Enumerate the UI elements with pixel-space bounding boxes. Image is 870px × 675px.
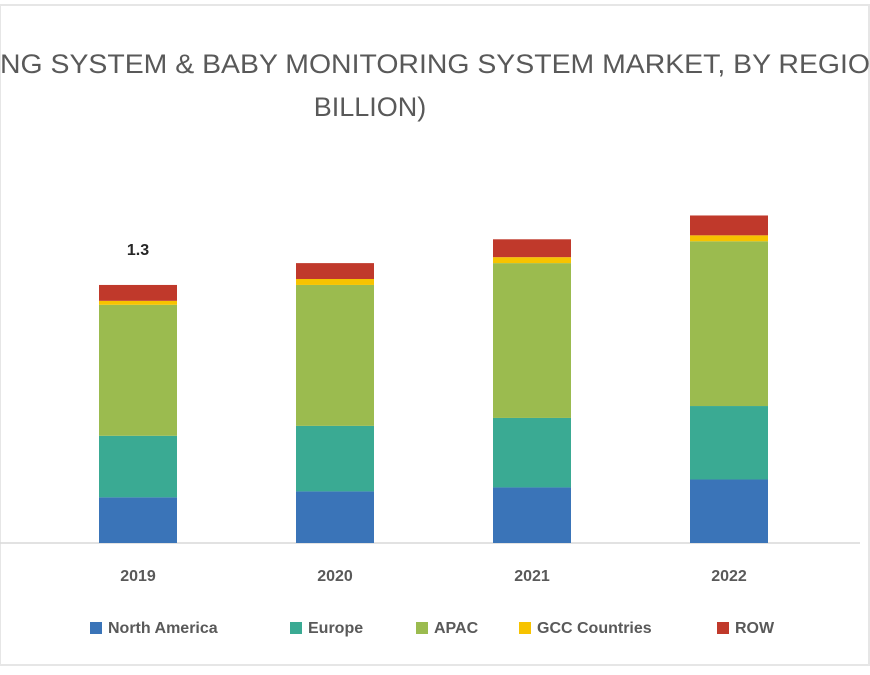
bar-segment	[296, 425, 374, 492]
chart-frame	[0, 4, 870, 666]
legend-label: Europe	[308, 620, 363, 637]
bar-segment	[690, 479, 768, 543]
bar-segment	[690, 241, 768, 407]
bar-segment	[296, 491, 374, 543]
legend-swatch	[90, 622, 102, 634]
x-tick-label: 2019	[120, 568, 156, 585]
legend-label: North America	[108, 620, 218, 637]
bar-segment	[296, 263, 374, 279]
x-tick-label: 2021	[514, 568, 550, 585]
bar-segment	[493, 417, 571, 488]
legend-label: ROW	[735, 620, 775, 637]
total-label: 1.3	[127, 242, 149, 259]
bar-segment	[690, 406, 768, 480]
bar-segment	[296, 284, 374, 426]
bar-segment	[493, 263, 571, 418]
bar-segment	[493, 257, 571, 264]
bar-segment	[296, 278, 374, 285]
bar-segment	[493, 487, 571, 543]
legend-swatch	[416, 622, 428, 634]
bar-segment	[99, 435, 177, 498]
bar-segment	[99, 304, 177, 436]
legend-swatch	[290, 622, 302, 634]
legend-label: GCC Countries	[537, 620, 652, 637]
chart-title: NG SYSTEM & BABY MONITORING SYSTEM MARKE…	[0, 49, 870, 79]
bar-segment	[99, 284, 177, 301]
bar-segment	[99, 300, 177, 305]
legend-label: APAC	[434, 620, 479, 637]
legend-swatch	[519, 622, 531, 634]
x-tick-label: 2020	[317, 568, 353, 585]
legend-swatch	[717, 622, 729, 634]
chart-title: BILLION)	[314, 92, 427, 122]
bar-segment	[690, 215, 768, 236]
bar-segment	[99, 497, 177, 543]
bar-segment	[690, 235, 768, 242]
x-tick-label: 2022	[711, 568, 747, 585]
bar-segment	[493, 239, 571, 258]
